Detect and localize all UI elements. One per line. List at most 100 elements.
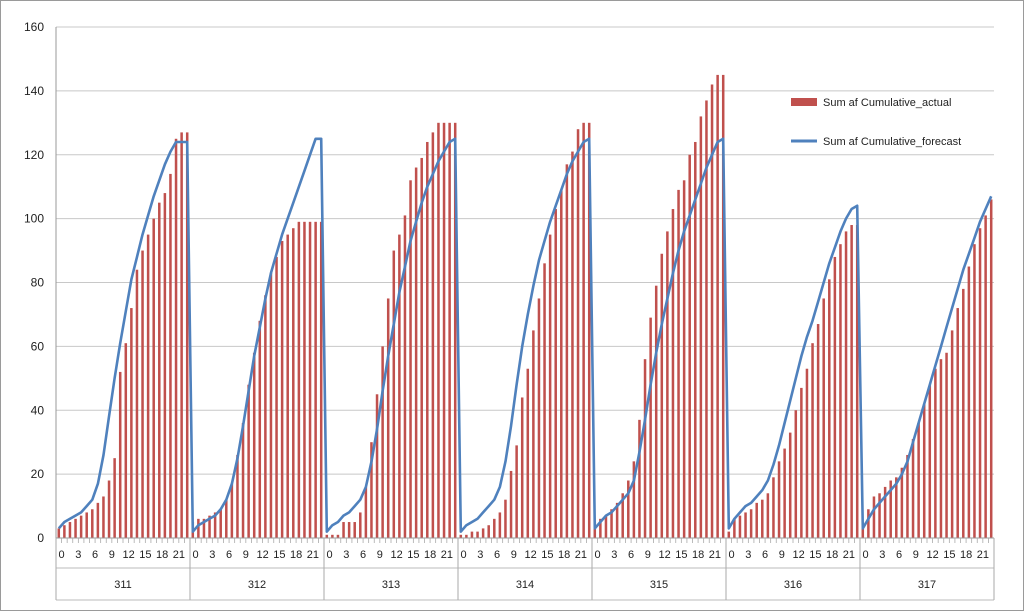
- bar-actual: [107, 480, 111, 538]
- bar-actual: [130, 308, 133, 538]
- bar-actual: [308, 221, 312, 538]
- bar-actual: [180, 132, 183, 539]
- bar-actual: [794, 410, 798, 538]
- bar-actual: [487, 525, 490, 538]
- bar-actual: [934, 368, 937, 538]
- x-hour-label: 3: [879, 549, 885, 561]
- legend-label-actual: Sum af Cumulative_actual: [823, 97, 951, 109]
- bar-actual: [571, 151, 574, 538]
- bar-actual: [102, 496, 105, 538]
- bar-actual: [649, 317, 652, 538]
- bar-actual: [359, 512, 362, 538]
- bar-actual: [481, 528, 485, 538]
- bar-actual: [370, 442, 373, 538]
- bar-actual: [292, 228, 295, 539]
- y-tick-label: 80: [31, 276, 45, 290]
- x-hour-label: 0: [729, 549, 735, 561]
- x-group-label: 313: [382, 579, 400, 591]
- bar-actual: [660, 253, 664, 538]
- x-hour-label: 0: [59, 549, 65, 561]
- bar-actual: [459, 534, 463, 538]
- x-group-label: 316: [784, 579, 802, 591]
- x-hour-label: 6: [494, 549, 500, 561]
- bar-actual: [733, 518, 736, 538]
- bar-actual: [699, 116, 703, 539]
- bar-actual: [922, 403, 926, 538]
- x-hour-label: 21: [843, 549, 855, 561]
- bar-actual: [85, 512, 88, 538]
- bar-actual: [604, 515, 608, 538]
- bar-actual: [448, 122, 451, 538]
- bar-actual: [889, 480, 892, 538]
- bar-actual: [543, 263, 546, 538]
- bar-actual: [526, 368, 530, 538]
- x-hour-label: 3: [75, 549, 81, 561]
- bar-series-actual: [57, 74, 993, 539]
- bar-actual: [392, 250, 396, 538]
- y-tick-label: 100: [24, 212, 44, 226]
- bar-actual: [426, 141, 429, 538]
- bar-actual: [984, 215, 987, 538]
- bar-actual: [677, 189, 680, 538]
- bar-actual: [68, 522, 72, 538]
- x-hour-label: 6: [226, 549, 232, 561]
- bar-actual: [548, 234, 552, 538]
- bar-actual: [342, 522, 345, 538]
- x-hour-label: 9: [645, 549, 651, 561]
- bar-actual: [264, 295, 267, 538]
- bar-actual: [453, 122, 457, 538]
- x-hour-label: 12: [658, 549, 670, 561]
- x-hour-label: 15: [675, 549, 687, 561]
- bar-actual: [113, 458, 116, 538]
- x-hour-label: 6: [762, 549, 768, 561]
- x-hour-label: 12: [524, 549, 536, 561]
- bar-actual: [185, 132, 189, 539]
- x-hour-label: 3: [745, 549, 751, 561]
- bar-actual: [688, 154, 691, 538]
- x-hour-label: 15: [273, 549, 285, 561]
- forecast-line: [57, 137, 993, 533]
- bar-actual: [146, 234, 150, 538]
- x-hour-label: 3: [209, 549, 215, 561]
- y-tick-label: 60: [31, 339, 45, 353]
- x-hour-label: 9: [913, 549, 919, 561]
- x-hour-label: 15: [407, 549, 419, 561]
- bar-actual: [822, 298, 825, 538]
- bar-actual: [682, 180, 686, 539]
- x-hour-label: 12: [390, 549, 402, 561]
- bar-actual: [911, 438, 915, 538]
- bar-actual: [74, 518, 77, 538]
- bar-actual: [213, 512, 217, 538]
- x-hour-label: 18: [156, 549, 168, 561]
- bar-actual: [638, 419, 641, 538]
- bar-actual: [247, 384, 250, 538]
- bar-actual: [258, 320, 262, 538]
- x-hour-label: 9: [779, 549, 785, 561]
- bar-actual: [978, 228, 982, 539]
- bar-actual: [498, 512, 502, 538]
- bar-actual: [537, 298, 541, 538]
- bar-actual: [917, 423, 920, 538]
- bar-actual: [236, 454, 239, 538]
- bar-actual: [386, 298, 390, 538]
- bar-actual: [615, 502, 619, 538]
- x-hour-label: 3: [477, 549, 483, 561]
- bar-actual: [560, 189, 563, 538]
- x-hour-label: 21: [441, 549, 453, 561]
- bar-actual: [493, 518, 496, 538]
- bar-actual: [135, 269, 139, 538]
- legend-label-forecast: Sum af Cumulative_forecast: [823, 136, 961, 148]
- legend-swatch-actual: [791, 98, 817, 106]
- bar-actual: [515, 445, 518, 538]
- bar-actual: [867, 509, 870, 538]
- bar-actual: [738, 515, 742, 538]
- bar-actual: [694, 141, 697, 538]
- bar-actual: [303, 221, 306, 538]
- bar-actual: [208, 515, 211, 538]
- x-hour-label: 0: [193, 549, 199, 561]
- x-hour-label: 21: [173, 549, 185, 561]
- x-hour-label: 0: [863, 549, 869, 561]
- bar-actual: [57, 528, 61, 538]
- y-tick-label: 120: [24, 148, 44, 162]
- x-hour-label: 9: [511, 549, 517, 561]
